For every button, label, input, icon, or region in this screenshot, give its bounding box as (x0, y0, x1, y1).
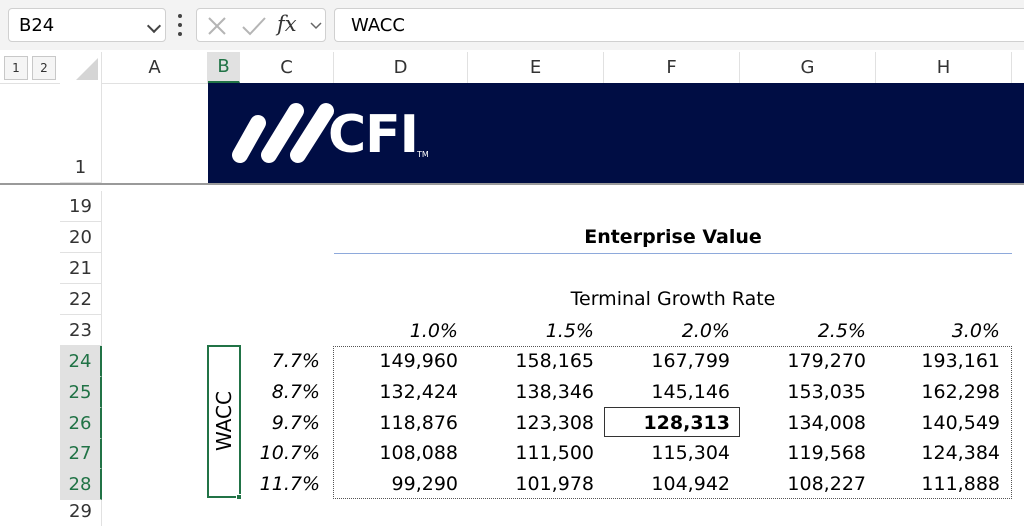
table-cell[interactable]: 153,035 (787, 381, 866, 403)
freeze-pane-divider (0, 183, 1024, 185)
column-header-c[interactable]: C (240, 52, 334, 83)
row-header-20[interactable]: 20 (60, 222, 102, 253)
wacc-value: 10.7% (259, 442, 320, 464)
growth-rate-header: 2.5% (817, 320, 866, 342)
title-underline (334, 253, 1012, 254)
column-header-b[interactable]: B (208, 52, 240, 83)
column-header-e[interactable]: E (468, 52, 604, 83)
table-cell[interactable]: 158,165 (515, 350, 594, 372)
row-header-19[interactable]: 19 (60, 191, 102, 222)
row-header-26[interactable]: 26 (60, 408, 102, 439)
more-options-icon[interactable] (176, 14, 184, 36)
wacc-value: 9.7% (271, 412, 320, 434)
table-cell[interactable]: 162,298 (921, 381, 1000, 403)
formula-input[interactable]: WACC (334, 8, 1024, 42)
terminal-growth-rate-label: Terminal Growth Rate (570, 288, 776, 310)
cfi-logo-text: CFI (328, 105, 419, 165)
table-cell[interactable]: 132,424 (379, 381, 458, 403)
table-cell[interactable]: 145,146 (651, 381, 730, 403)
table-cell[interactable]: 138,346 (515, 381, 594, 403)
row-header-23[interactable]: 23 (60, 315, 102, 346)
growth-rate-header: 3.0% (951, 320, 1000, 342)
row-header-1[interactable]: 1 (60, 83, 102, 183)
name-box-value: B24 (19, 15, 55, 36)
insert-function-icon[interactable]: fx (277, 12, 297, 36)
cfi-banner: CFI TM (208, 83, 1024, 183)
wacc-axis-label: WACC (212, 391, 236, 451)
cancel-icon[interactable] (208, 17, 226, 35)
table-cell[interactable]: 179,270 (787, 350, 866, 372)
table-cell[interactable]: 115,304 (651, 442, 730, 464)
row-header-27[interactable]: 27 (60, 439, 102, 469)
table-cell[interactable]: 193,161 (921, 350, 1000, 372)
table-cell[interactable]: 167,799 (651, 350, 730, 372)
name-box[interactable]: B24 (8, 8, 166, 42)
table-cell[interactable]: 111,888 (921, 473, 1000, 495)
column-header-d[interactable]: D (334, 52, 468, 83)
growth-rate-header: 1.0% (409, 320, 458, 342)
highlighted-cell-border (604, 407, 740, 437)
wacc-value: 8.7% (271, 381, 320, 403)
chevron-down-icon[interactable] (310, 22, 322, 30)
table-cell[interactable]: 99,290 (391, 473, 458, 495)
formula-actions: fx (196, 8, 326, 42)
table-cell[interactable]: 108,227 (787, 473, 866, 495)
table-cell[interactable]: 124,384 (921, 442, 1000, 464)
table-cell[interactable]: 134,008 (787, 412, 866, 434)
select-all-corner[interactable] (60, 52, 102, 83)
fill-handle[interactable] (236, 494, 242, 500)
outline-level-1-button[interactable]: 1 (4, 56, 28, 80)
table-cell[interactable]: 149,960 (379, 350, 458, 372)
outline-level-2-button[interactable]: 2 (32, 56, 56, 80)
table-cell[interactable]: 123,308 (515, 412, 594, 434)
enter-check-icon[interactable] (242, 17, 266, 36)
table-cell[interactable]: 104,942 (651, 473, 730, 495)
data-range-border (333, 346, 1012, 499)
table-cell[interactable]: 140,549 (921, 412, 1000, 434)
column-header-g[interactable]: G (740, 52, 876, 83)
row-header-25[interactable]: 25 (60, 377, 102, 408)
table-cell[interactable]: 118,876 (379, 412, 458, 434)
column-header-f[interactable]: F (604, 52, 740, 83)
cfi-logo-mark (232, 103, 334, 163)
column-header-h[interactable]: H (876, 52, 1012, 83)
row-header-24[interactable]: 24 (60, 346, 102, 377)
wacc-label-cell[interactable] (207, 345, 241, 498)
column-header-a[interactable]: A (102, 52, 208, 83)
table-cell[interactable]: 119,568 (787, 442, 866, 464)
wacc-value: 11.7% (259, 473, 320, 495)
wacc-value: 7.7% (271, 350, 320, 372)
growth-rate-header: 1.5% (545, 320, 594, 342)
highlighted-value[interactable]: 128,313 (643, 412, 730, 434)
row-header-22[interactable]: 22 (60, 284, 102, 315)
table-cell[interactable]: 111,500 (515, 442, 594, 464)
row-header-29[interactable]: 29 (60, 500, 102, 526)
row-header-21[interactable]: 21 (60, 253, 102, 284)
formula-value: WACC (351, 15, 405, 36)
table-cell[interactable]: 108,088 (379, 442, 458, 464)
table-title: Enterprise Value (584, 226, 762, 248)
chevron-down-icon[interactable] (146, 18, 162, 34)
row-header-28[interactable]: 28 (60, 469, 102, 500)
trademark-label: TM (417, 150, 429, 159)
table-cell[interactable]: 101,978 (515, 473, 594, 495)
growth-rate-header: 2.0% (681, 320, 730, 342)
